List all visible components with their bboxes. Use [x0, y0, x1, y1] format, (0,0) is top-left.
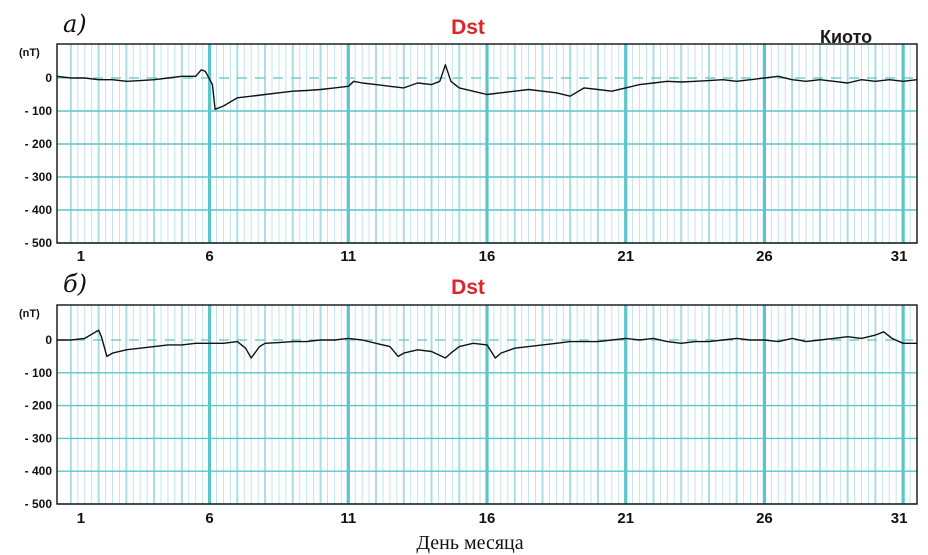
plot-frame [56, 304, 918, 505]
y-tick-label: - 400 [25, 203, 53, 217]
station-label: Киото [820, 27, 872, 47]
dst-series-line [56, 64, 918, 111]
grid [57, 44, 918, 244]
x-tick-label: 16 [479, 248, 496, 265]
y-tick-label: - 200 [25, 137, 53, 151]
x-tick-label: 26 [756, 248, 773, 265]
y-tick-label: - 100 [25, 366, 53, 380]
dst-series-line [57, 329, 917, 359]
x-tick-label: 16 [479, 510, 496, 527]
x-tick-label: 31 [891, 248, 908, 265]
y-tick-label: - 500 [25, 236, 53, 250]
y-tick-label: - 500 [25, 497, 53, 511]
x-axis-label: День месяца [416, 532, 523, 554]
x-tick-label: 21 [617, 510, 634, 527]
x-tick-label: 11 [340, 248, 356, 265]
y-tick-label: - 100 [25, 104, 53, 118]
y-tick-label: - 300 [25, 431, 53, 445]
x-tick-label: 11 [340, 510, 356, 527]
plot-frame [56, 43, 918, 244]
x-tick-label: 31 [891, 510, 908, 527]
x-tick-label: 1 [77, 510, 85, 527]
y-tick-label: 0 [45, 71, 52, 85]
x-tick-label: 21 [617, 248, 634, 265]
y-axis-unit-label: (nT) [19, 47, 40, 59]
y-tick-label: - 400 [25, 464, 53, 478]
chart-title: Dst [451, 276, 485, 299]
panel-label: а) [63, 10, 87, 38]
x-tick-label: 6 [205, 248, 213, 265]
x-tick-label: 1 [77, 248, 85, 265]
y-tick-label: - 200 [25, 399, 53, 413]
x-tick-label: 6 [205, 510, 213, 527]
chart-title: Dst [451, 16, 485, 39]
y-tick-label: - 300 [25, 170, 53, 184]
grid [57, 305, 918, 505]
x-tick-label: 26 [756, 510, 773, 527]
panel-label: б) [63, 270, 87, 298]
y-tick-label: 0 [45, 333, 52, 347]
y-axis-unit-label: (nT) [19, 308, 40, 320]
